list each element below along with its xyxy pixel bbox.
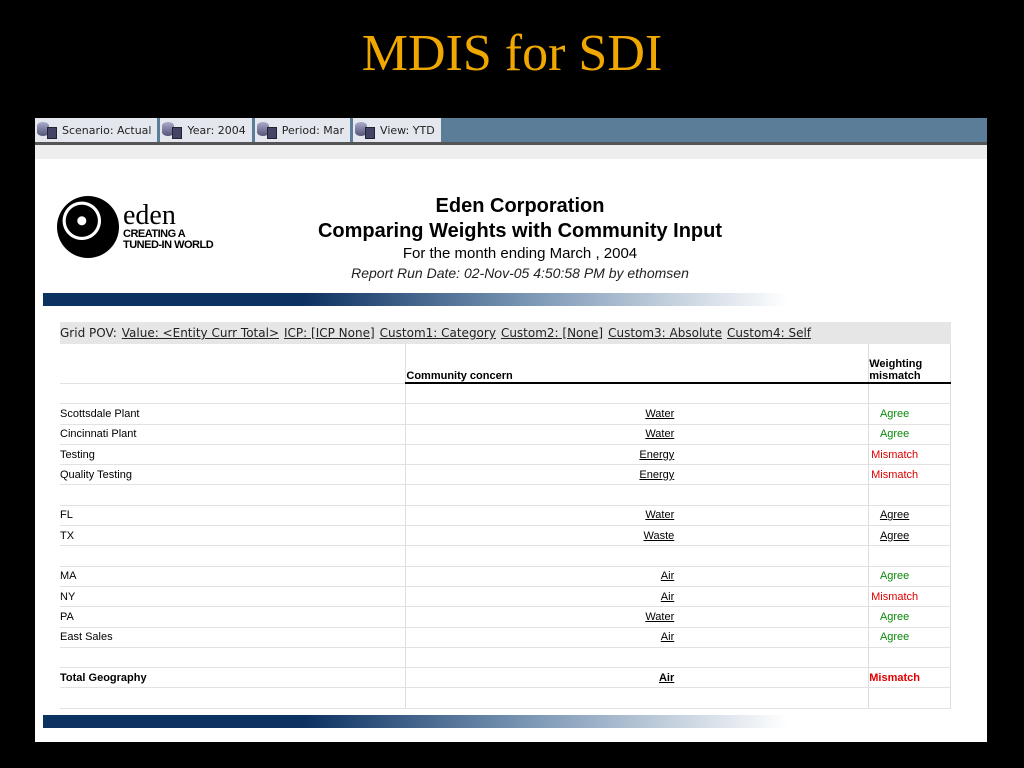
concern-link[interactable]: Air bbox=[660, 631, 675, 644]
match-value: Agree bbox=[879, 610, 910, 623]
logo-name: eden bbox=[123, 200, 176, 231]
row-label bbox=[60, 687, 407, 709]
row-label bbox=[60, 383, 407, 405]
pov-label: Scenario: Actual bbox=[62, 123, 152, 137]
concern-link[interactable]: Energy bbox=[639, 468, 675, 481]
match-value: Agree bbox=[879, 570, 910, 583]
pov-bar: Scenario: Actual Year: 2004 Period: Mar Vie… bbox=[35, 118, 987, 145]
pov-label: Period: Mar bbox=[281, 123, 345, 137]
grid-pov-link[interactable]: Custom3: Absolute bbox=[608, 326, 722, 340]
pov-tab[interactable]: View: YTD bbox=[353, 118, 441, 142]
table-row: Testing Energy Mismatch bbox=[60, 444, 951, 466]
slide-title: MDIS for SDI bbox=[361, 25, 663, 82]
eden-logo: eden CREATING A TUNED-IN WORLD bbox=[57, 196, 214, 258]
report-title: Comparing Weights with Community Input bbox=[317, 220, 723, 242]
globe-icon bbox=[57, 196, 119, 258]
match-value: Agree bbox=[879, 428, 910, 441]
concern-link[interactable]: Water bbox=[645, 407, 675, 420]
row-label: TX bbox=[60, 525, 407, 547]
row-label: Cincinnati Plant bbox=[60, 424, 407, 445]
company-name: Eden Corporation bbox=[435, 195, 605, 217]
database-icon bbox=[162, 122, 183, 139]
pov-label: Year: 2004 bbox=[187, 123, 246, 137]
database-icon bbox=[256, 122, 277, 139]
table-row: Quality Testing Energy Mismatch bbox=[60, 464, 951, 486]
concern-link[interactable]: Energy bbox=[639, 448, 675, 461]
table-row bbox=[60, 545, 951, 567]
match-value: Mismatch bbox=[871, 590, 919, 603]
logo-tagline: CREATING A bbox=[123, 228, 186, 240]
report-period: For the month ending March , 2004 bbox=[402, 245, 638, 262]
grid-pov-link[interactable]: ICP: [ICP None] bbox=[284, 326, 375, 340]
concern-link[interactable]: Water bbox=[645, 428, 675, 441]
pov-tab[interactable]: Scenario: Actual bbox=[35, 118, 158, 142]
logo-tagline: TUNED-IN WORLD bbox=[123, 239, 214, 251]
row-label: Scottsdale Plant bbox=[60, 403, 407, 425]
table-row: FL Water Agree bbox=[60, 505, 951, 527]
table-row: NY Air Mismatch bbox=[60, 586, 951, 608]
report-window: Scenario: Actual Year: 2004 Period: Mar Vie… bbox=[35, 118, 987, 742]
database-icon bbox=[355, 122, 376, 139]
grid-pov-link[interactable]: Value: <Entity Curr Total> bbox=[121, 326, 279, 340]
report-run-date: Report Run Date: 02-Nov-05 4:50:58 PM by… bbox=[351, 265, 689, 281]
table-row: Scottsdale Plant Water Agree bbox=[60, 403, 951, 425]
table-row bbox=[60, 687, 951, 709]
header-row: Community concern Weighting mismatch bbox=[60, 344, 951, 384]
concern-link[interactable]: Water bbox=[645, 610, 675, 623]
table-row: PA Water Agree bbox=[60, 606, 951, 628]
footer-divider bbox=[43, 715, 788, 728]
table-row: TX Waste Agree bbox=[60, 525, 951, 547]
grid-pov-link[interactable]: Custom1: Category bbox=[379, 326, 496, 340]
row-label bbox=[60, 647, 407, 669]
match-value[interactable]: Agree bbox=[879, 529, 910, 542]
row-label: East Sales bbox=[60, 627, 407, 648]
table-row bbox=[60, 647, 951, 669]
pov-tab[interactable]: Period: Mar bbox=[254, 118, 351, 142]
match-value: Mismatch bbox=[871, 468, 919, 481]
match-value[interactable]: Agree bbox=[879, 509, 910, 522]
concern-link[interactable]: Air bbox=[658, 671, 675, 684]
report-header: Eden Corporation Comparing Weights with … bbox=[265, 194, 775, 283]
table-row: MA Air Agree bbox=[60, 566, 951, 587]
table-row: Total Geography Air Mismatch bbox=[60, 667, 951, 689]
concern-link[interactable]: Water bbox=[645, 509, 675, 522]
row-label bbox=[60, 484, 407, 506]
concern-link[interactable]: Waste bbox=[643, 529, 675, 542]
grid-pov: Grid POV: Value: <Entity Curr Total> ICP: … bbox=[60, 322, 951, 344]
row-label: MA bbox=[60, 566, 407, 587]
grid-pov-link[interactable]: Custom4: Self bbox=[727, 326, 812, 340]
row-label: Testing bbox=[60, 444, 407, 466]
row-label: FL bbox=[60, 505, 407, 527]
header-divider bbox=[43, 293, 788, 306]
concern-link[interactable]: Air bbox=[660, 590, 675, 603]
table-row bbox=[60, 383, 951, 405]
row-label: Quality Testing bbox=[60, 464, 407, 486]
row-label: NY bbox=[60, 586, 407, 608]
column-header: Weighting mismatch bbox=[868, 344, 951, 384]
row-label: Total Geography bbox=[60, 667, 407, 689]
match-value: Mismatch bbox=[871, 448, 919, 461]
column-header: Community concern bbox=[405, 344, 870, 384]
table-row bbox=[60, 484, 951, 506]
match-value: Mismatch bbox=[869, 671, 920, 684]
database-icon bbox=[37, 122, 57, 139]
data-grid: Grid POV: Value: <Entity Curr Total> ICP: … bbox=[60, 322, 951, 709]
row-label bbox=[60, 545, 407, 567]
pov-label: View: YTD bbox=[380, 123, 435, 137]
match-value: Agree bbox=[879, 631, 910, 644]
grid-pov-link[interactable]: Custom2: [None] bbox=[500, 326, 604, 340]
match-value: Agree bbox=[879, 407, 910, 420]
toolbar-strip bbox=[35, 145, 987, 159]
table-row: Cincinnati Plant Water Agree bbox=[60, 424, 951, 445]
row-label: PA bbox=[60, 606, 407, 628]
pov-tab[interactable]: Year: 2004 bbox=[160, 118, 252, 142]
concern-link[interactable]: Air bbox=[660, 570, 675, 583]
table-row: East Sales Air Agree bbox=[60, 627, 951, 648]
